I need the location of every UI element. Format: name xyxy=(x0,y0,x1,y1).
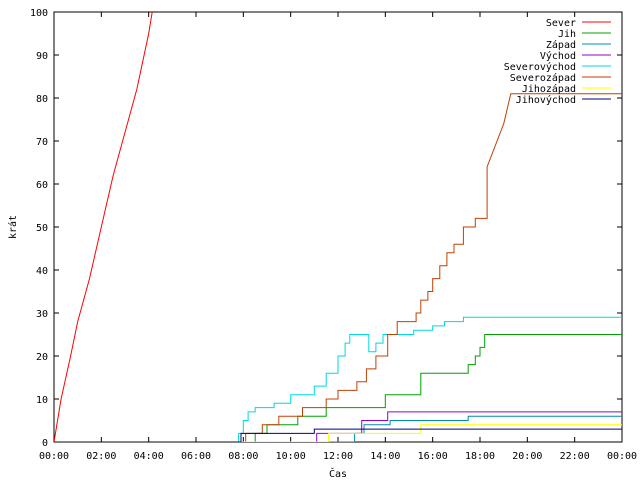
legend-label: Severozápad xyxy=(510,72,576,84)
series-line-Jihozápad xyxy=(54,424,622,442)
series-line-Jihovýchod xyxy=(54,428,622,442)
x-tick-label: 22:00 xyxy=(560,451,590,462)
series-line-Severovýchod xyxy=(54,316,622,442)
y-tick-label: 0 xyxy=(42,438,48,449)
x-tick-label: 08:00 xyxy=(228,451,258,462)
legend-label: Severovýchod xyxy=(504,61,576,73)
x-tick-label: 00:00 xyxy=(39,451,69,462)
y-tick-label: 40 xyxy=(36,266,48,277)
x-tick-label: 04:00 xyxy=(134,451,164,462)
series-line-Západ xyxy=(54,415,622,442)
x-tick-label: 06:00 xyxy=(181,451,211,462)
legend-label: Sever xyxy=(546,18,576,29)
y-tick-label: 50 xyxy=(36,223,48,234)
x-axis-label: Čas xyxy=(329,467,347,480)
y-tick-label: 70 xyxy=(36,137,48,148)
legend-label: Východ xyxy=(540,50,576,62)
y-tick-label: 90 xyxy=(36,51,48,62)
y-axis-label: krát xyxy=(7,215,19,239)
y-tick-label: 60 xyxy=(36,180,48,191)
series-line-Jih xyxy=(54,334,622,442)
x-tick-label: 00:00 xyxy=(607,451,637,462)
y-tick-label: 20 xyxy=(36,352,48,363)
y-tick-label: 10 xyxy=(36,395,48,406)
x-tick-label: 12:00 xyxy=(323,451,353,462)
x-tick-label: 16:00 xyxy=(418,451,448,462)
legend-label: Jih xyxy=(558,29,576,40)
series-line-Sever xyxy=(54,12,153,442)
series-line-Severozápad xyxy=(54,93,622,442)
x-tick-label: 02:00 xyxy=(86,451,116,462)
series-line-Východ xyxy=(54,411,622,442)
y-axis-ticks: 0 10 20 30 40 50 60 70 80 90 100 xyxy=(30,8,622,449)
x-axis-ticks: 00:00 02:00 04:00 06:00 08:00 10:00 12:00 14:00… xyxy=(39,12,637,462)
y-tick-label: 80 xyxy=(36,94,48,105)
legend-label: Jihovýchod xyxy=(516,94,576,106)
x-tick-label: 14:00 xyxy=(370,451,400,462)
legend-label: Západ xyxy=(546,39,576,51)
x-tick-label: 20:00 xyxy=(512,451,542,462)
x-tick-label: 18:00 xyxy=(465,451,495,462)
legend: SeverJihZápadVýchodSeverovýchodSeverozáp… xyxy=(504,18,611,106)
y-tick-label: 30 xyxy=(36,309,48,320)
legend-label: Jihozápad xyxy=(522,83,576,95)
y-tick-label: 100 xyxy=(30,8,48,19)
x-tick-label: 10:00 xyxy=(276,451,306,462)
series-lines xyxy=(54,12,622,442)
